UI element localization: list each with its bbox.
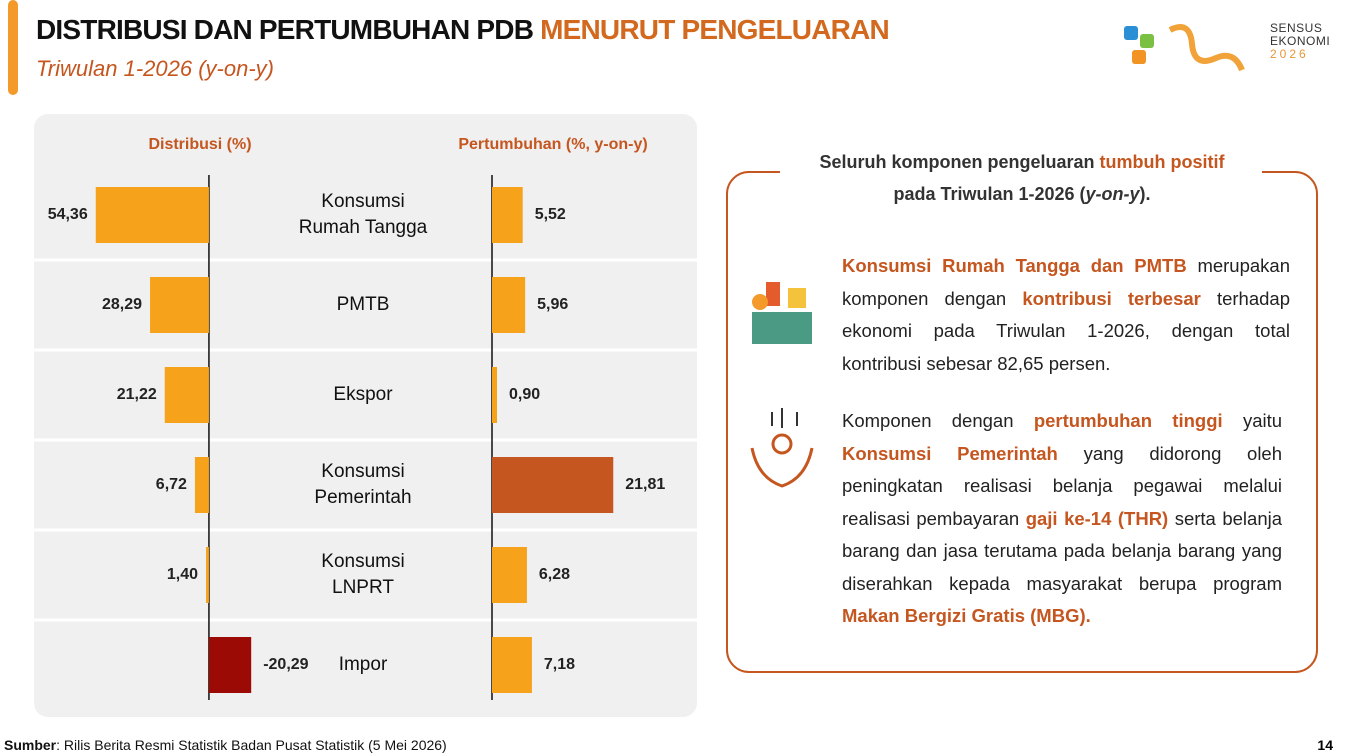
category-label: Ekspor	[333, 384, 393, 405]
bar	[208, 637, 252, 693]
text: Seluruh komponen pengeluaran	[819, 152, 1095, 172]
chart-title: Distribusi (%)	[148, 136, 251, 153]
icon-shopping	[752, 282, 812, 344]
bar	[492, 547, 527, 603]
bar	[150, 277, 209, 333]
page-number: 14	[1317, 737, 1333, 753]
source: Sumber: Rilis Berita Resmi Statistik Bad…	[4, 737, 447, 753]
text: terhadap ekonomi pada Triwulan 1-2026, d…	[842, 287, 1290, 374]
source-text: : Rilis Berita Resmi Statistik Badan Pus…	[56, 737, 447, 753]
logo-line: SENSUS	[1270, 21, 1323, 35]
category-label: Konsumsi Rumah Tangga	[298, 191, 428, 238]
value-label: 28,29	[102, 296, 142, 313]
accent-bar	[8, 0, 18, 95]
text: Komponen dengan	[842, 410, 1014, 431]
highlight: Konsumsi Rumah Tangga dan PMTB	[842, 255, 1187, 276]
value-label: 1,40	[167, 566, 198, 583]
bar	[206, 547, 209, 603]
logo-line: EKONOMI	[1270, 34, 1331, 48]
chart-panel	[34, 114, 697, 717]
source-label: Sumber	[4, 737, 57, 753]
title: DISTRIBUSI DAN PERTUMBUHAN PDB MENURUT P…	[36, 14, 890, 46]
bar	[492, 367, 498, 423]
icon-growth	[750, 408, 814, 488]
highlight: tumbuh positif	[1099, 152, 1225, 172]
value-label: 54,36	[48, 206, 88, 223]
bar	[492, 187, 523, 243]
bar	[194, 457, 209, 513]
value-label: 5,96	[537, 296, 568, 313]
text: y-on-y	[1085, 184, 1140, 204]
logo-mark	[1124, 24, 1245, 72]
highlight: kontribusi terbesar	[1022, 287, 1201, 309]
category-label: Konsumsi Pemerintah	[314, 461, 412, 508]
bar	[492, 277, 526, 333]
paragraph: Komponen dengan pertumbuhan tinggi yaitu…	[842, 405, 1282, 633]
highlight: pertumbuhan tinggi	[1033, 410, 1223, 431]
highlight: Makan Bergizi Gratis (MBG).	[842, 605, 1091, 626]
value-label: 21,22	[117, 386, 157, 403]
category-label: Konsumsi LNPRT	[321, 551, 405, 598]
text: pada Triwulan 1-2026 (	[893, 184, 1086, 204]
box-gap	[780, 160, 1262, 184]
text: ).	[1139, 184, 1151, 204]
value-label: 7,18	[544, 656, 575, 673]
chart-title: Pertumbuhan (%, y-on-y)	[458, 136, 647, 153]
value-label: 0,90	[509, 386, 540, 403]
title-accent: MENURUT PENGELUARAN	[540, 14, 890, 45]
value-label: 21,81	[625, 476, 665, 493]
bar	[164, 367, 209, 423]
value-label: 6,28	[539, 566, 570, 583]
paragraph: Konsumsi Rumah Tangga dan PMTB merupakan…	[842, 250, 1290, 380]
bar	[95, 187, 209, 243]
highlight: gaji ke-14 (THR)	[1025, 507, 1169, 529]
panel-heading: Seluruh komponen pengeluaran tumbuh posi…	[760, 146, 1284, 210]
logo-line: 2026	[1270, 47, 1309, 61]
bar	[492, 637, 532, 693]
title-main: DISTRIBUSI DAN PERTUMBUHAN PDB	[36, 14, 534, 45]
value-label: -20,29	[263, 656, 308, 673]
category-label: PMTB	[336, 294, 390, 315]
category-label: Impor	[338, 654, 388, 675]
bar	[492, 457, 614, 513]
text: serta belanja barang dan jasa terutama p…	[842, 507, 1283, 594]
text: yang didorong oleh peningkatan realisasi…	[842, 442, 1283, 529]
highlight: Konsumsi Pemerintah	[842, 442, 1058, 464]
logo-text: SENSUS EKONOMI 2026	[1270, 22, 1330, 61]
subtitle: Triwulan 1-2026 (y-on-y)	[36, 56, 275, 81]
text: merupakan komponen dengan	[842, 255, 1290, 309]
text: yaitu	[1242, 410, 1283, 431]
value-label: 6,72	[156, 476, 187, 493]
value-label: 5,52	[535, 206, 566, 223]
